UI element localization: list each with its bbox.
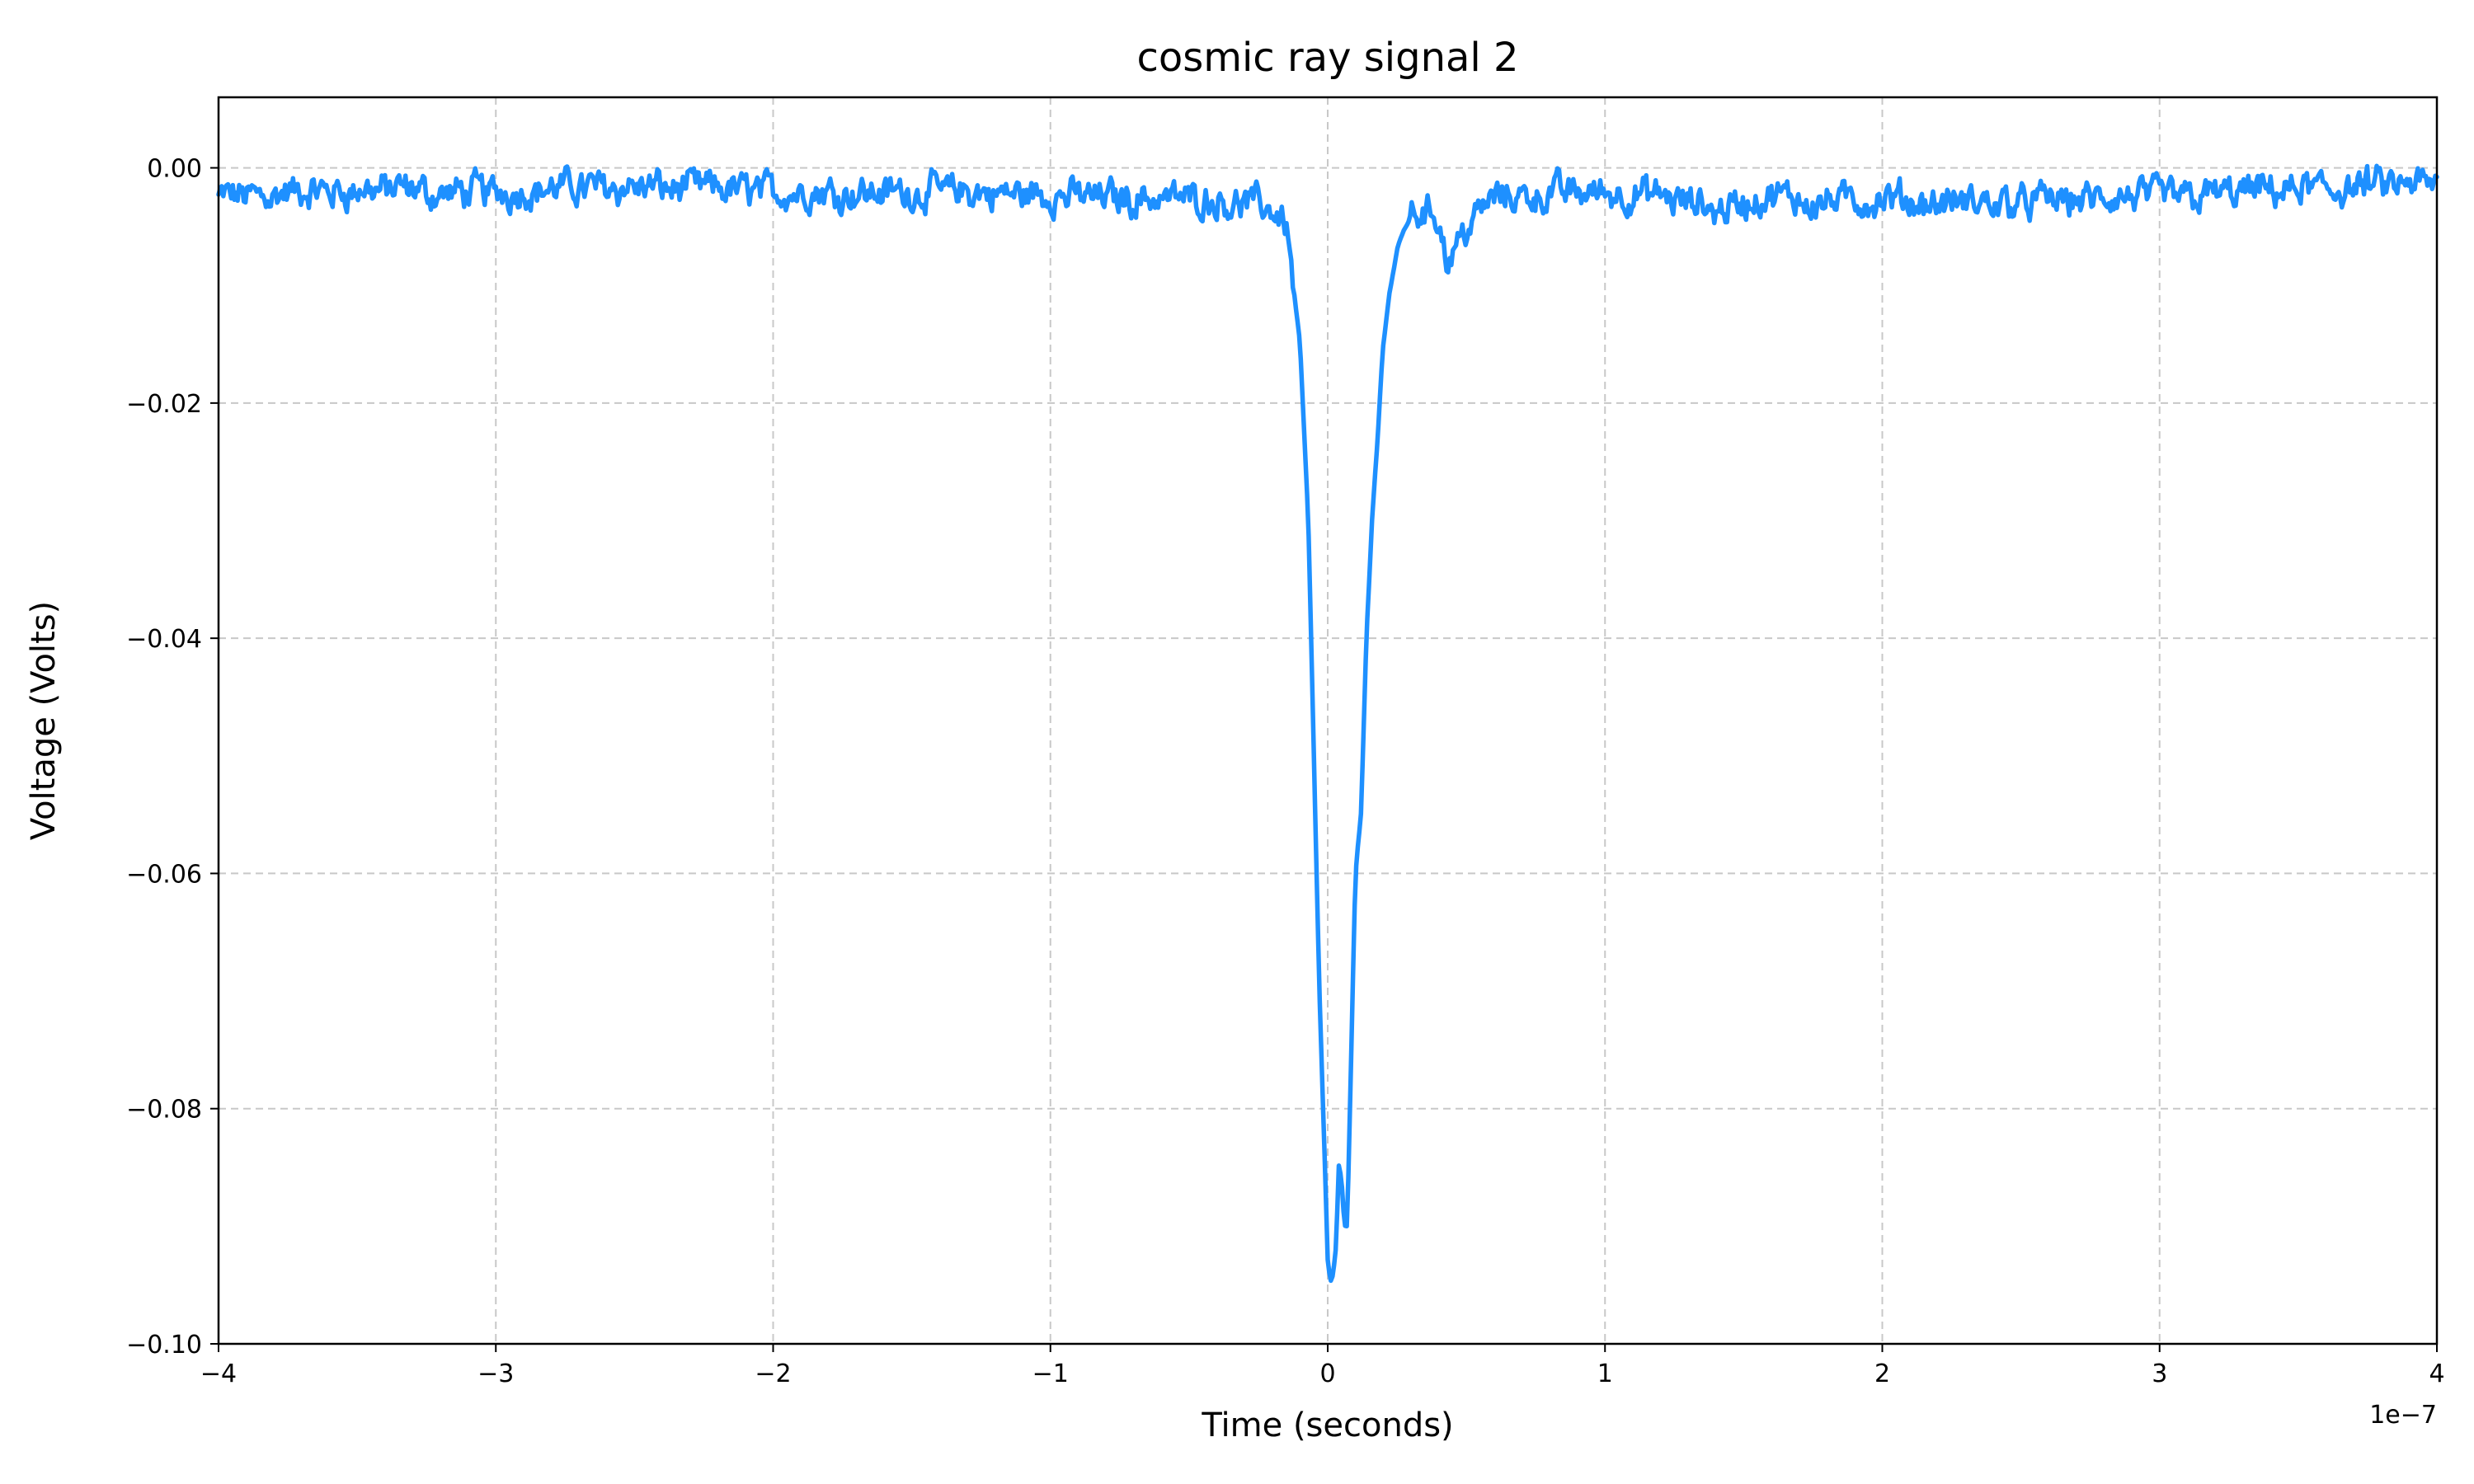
- y-tick-label: −0.08: [126, 1096, 202, 1125]
- plot-area: [216, 163, 2439, 1284]
- y-tick-label: −0.06: [126, 860, 202, 889]
- x-tick-label: 3: [2152, 1360, 2167, 1388]
- y-tick-label: −0.04: [126, 625, 202, 654]
- x-tick-label: −4: [200, 1360, 237, 1388]
- x-tick-label: 1: [1597, 1360, 1613, 1388]
- y-axis-label: Voltage (Volts): [25, 601, 63, 840]
- x-tick-label: −1: [1032, 1360, 1069, 1388]
- x-axis-label: Time (seconds): [1201, 1407, 1453, 1444]
- y-tick-label: 0.00: [147, 155, 202, 184]
- y-tick-label: −0.02: [126, 390, 202, 419]
- x-tick-label: 4: [2429, 1360, 2444, 1388]
- x-tick-label: 2: [1874, 1360, 1890, 1388]
- x-axis-offset-label: 1e−7: [2369, 1401, 2437, 1430]
- signal-line: [216, 163, 2439, 1284]
- y-tick-label: −0.10: [126, 1331, 202, 1360]
- chart-title: cosmic ray signal 2: [1136, 35, 1518, 81]
- x-tick-label: −3: [477, 1360, 514, 1388]
- y-axis: 0.00 −0.02 −0.04 −0.06 −0.08 −0.10: [126, 155, 219, 1360]
- x-tick-label: 0: [1319, 1360, 1335, 1388]
- x-tick-label: −2: [755, 1360, 791, 1388]
- x-axis: −4 −3 −2 −1 0 1 2 3 4: [200, 1344, 2445, 1388]
